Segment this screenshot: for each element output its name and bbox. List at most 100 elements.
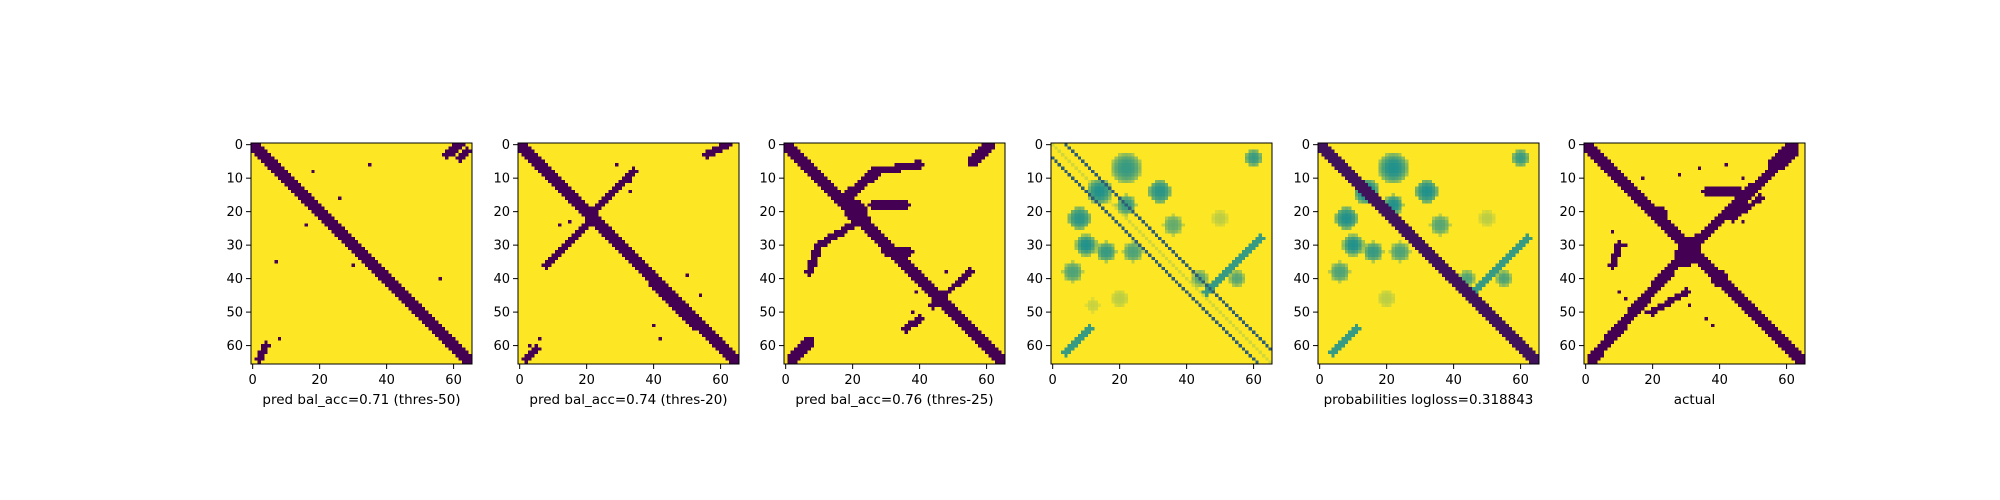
heatmap-cell-run	[807, 266, 815, 271]
heatmap-cell-run	[1128, 193, 1149, 197]
heatmap-cell-run	[784, 303, 929, 308]
heatmap-cell-run	[1111, 253, 1116, 258]
heatmap-cell-run	[534, 166, 552, 171]
heatmap-cell-run	[251, 337, 279, 341]
heatmap-cell-run	[1134, 240, 1139, 244]
heatmap-cell-run	[645, 276, 663, 281]
heatmap-cell-run	[1711, 323, 1715, 328]
heatmap-cell-run	[1348, 163, 1379, 167]
heatmap-cell-run	[1114, 293, 1119, 298]
heatmap-cell-run	[1584, 260, 1612, 264]
heatmap-cell-run	[1318, 320, 1490, 325]
heatmap-cell-run	[1121, 226, 1126, 231]
heatmap-cell-run	[284, 166, 473, 171]
heatmap-cell-run	[518, 213, 583, 218]
heatmap-cell-run	[1512, 159, 1516, 164]
heatmap-cell-run	[1518, 149, 1523, 154]
x-tick-label: 0	[1316, 373, 1324, 388]
heatmap-cell-run	[1607, 263, 1618, 268]
heatmap-cell-run	[1205, 297, 1209, 301]
heatmap-cell-run	[1435, 216, 1439, 221]
heatmap-cell-run	[1225, 266, 1236, 271]
heatmap-cell-run	[1091, 169, 1095, 174]
heatmap-cell-run	[518, 347, 532, 352]
heatmap-cell-run	[1604, 337, 1618, 341]
heatmap-cell-run	[1701, 166, 1769, 171]
heatmap-cell-run	[1318, 236, 1346, 241]
heatmap-cell-run	[518, 353, 526, 358]
heatmap-cell-run	[810, 250, 822, 254]
heatmap-cell-run	[1334, 276, 1339, 281]
heatmap-cell-run	[1198, 280, 1203, 285]
heatmap-cell-run	[1425, 183, 1429, 187]
heatmap-cell-run	[1074, 213, 1079, 218]
heatmap-cell-run	[1677, 266, 1702, 271]
heatmap-cell-run	[1268, 347, 1273, 352]
heatmap-cell-run	[264, 163, 282, 167]
heatmap-cell-run	[1664, 206, 1726, 211]
heatmap-cell-run	[1384, 159, 1389, 164]
heatmap-cell-run	[1084, 159, 1112, 164]
heatmap-cell-run	[1418, 233, 1439, 238]
heatmap-cell-run	[1398, 256, 1403, 261]
heatmap-cell-run	[1158, 183, 1162, 187]
heatmap-cell-run	[1171, 223, 1176, 228]
heatmap-cell-run	[1584, 196, 1632, 201]
heatmap-cell-run	[1761, 173, 1776, 177]
heatmap-cell-run	[1341, 266, 1346, 271]
heatmap-cell-run	[1421, 199, 1426, 204]
heatmap-cell-run	[1215, 286, 1273, 291]
heatmap-cell-run	[1614, 340, 1776, 345]
heatmap-cell-run	[1158, 196, 1162, 201]
heatmap-cell-run	[621, 236, 740, 241]
heatmap-cell-run	[1734, 220, 1742, 224]
heatmap-cell-run	[784, 209, 845, 214]
heatmap-cell-run	[698, 330, 716, 335]
heatmap-cell-run	[1114, 163, 1119, 167]
heatmap-cell-run	[1091, 199, 1095, 204]
heatmap-cell-run	[1318, 330, 1349, 335]
heatmap-cell-run	[784, 199, 835, 204]
axes-frame	[517, 142, 740, 365]
heatmap-cell-run	[1238, 253, 1249, 258]
heatmap-cell-run	[1067, 156, 1079, 161]
heatmap-cell-run	[1074, 220, 1079, 224]
heatmap-cell-run	[1465, 270, 1470, 274]
heatmap-cell-run	[1604, 169, 1622, 174]
heatmap-cell-run	[1431, 183, 1436, 187]
heatmap-cell-run	[931, 300, 952, 305]
heatmap-cell-run	[784, 223, 845, 228]
heatmap-cell-run	[1518, 153, 1523, 157]
heatmap-cell-run	[1057, 163, 1062, 167]
heatmap-cell-run	[1181, 273, 1186, 278]
heatmap-cell-run	[907, 320, 922, 325]
heatmap-cell-run	[1411, 226, 1433, 231]
heatmap-cell-run	[824, 189, 842, 194]
heatmap-cell-run	[1522, 159, 1527, 164]
heatmap-cell-run	[1701, 189, 1759, 194]
heatmap-cell-run	[1354, 246, 1359, 251]
heatmap-cell-run	[1184, 276, 1189, 281]
heatmap-cell-run	[1231, 307, 1273, 311]
heatmap-cell-run	[1525, 163, 1540, 167]
heatmap-cell-run	[558, 246, 569, 251]
y-tick-label: 50	[493, 306, 510, 321]
heatmap-cell-run	[1117, 293, 1122, 298]
heatmap-cell-run	[1525, 243, 1540, 248]
heatmap-cell-run	[518, 260, 546, 264]
heatmap-cell-run	[381, 280, 399, 285]
heatmap-cell-run	[1107, 193, 1112, 197]
heatmap-cell-run	[1768, 163, 1789, 167]
heatmap-cell-run	[531, 163, 549, 167]
heatmap-cell-run	[1134, 256, 1139, 261]
heatmap-cell-run	[1584, 263, 1608, 268]
heatmap-cell-run	[1117, 206, 1122, 211]
heatmap-cell-run	[1374, 186, 1379, 191]
heatmap-cell-run	[1714, 323, 1759, 328]
heatmap-cell-run	[595, 203, 606, 208]
heatmap-cell-run	[1318, 183, 1352, 187]
heatmap-cell-run	[1245, 347, 1256, 352]
heatmap-cell-run	[1374, 189, 1379, 194]
heatmap-cell-run	[1178, 283, 1182, 288]
heatmap-cell-run	[1584, 213, 1649, 218]
